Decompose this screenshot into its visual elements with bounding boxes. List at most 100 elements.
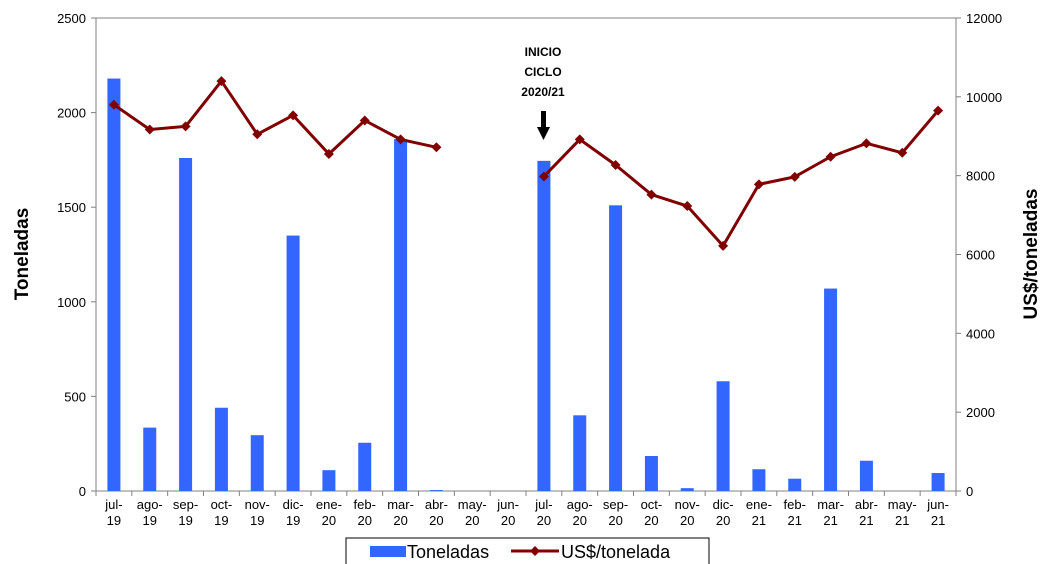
price-point xyxy=(753,179,764,190)
price-point xyxy=(323,148,334,159)
x-tick-label-year: 20 xyxy=(644,513,658,528)
price-point xyxy=(288,110,299,121)
price-point xyxy=(538,171,549,182)
x-tick-label-month: sep- xyxy=(173,497,198,512)
right-axis-ticks: 0 2000 4000 6000 8000 10000 12000 xyxy=(956,11,1002,499)
price-line xyxy=(542,109,940,248)
bar xyxy=(322,470,336,491)
bar xyxy=(214,407,228,491)
left-tick-label: 1000 xyxy=(57,295,86,310)
x-tick-label-year: 21 xyxy=(823,513,837,528)
x-axis-labels: jul-19ago-19sep-19oct-19nov-19dic-19ene-… xyxy=(95,491,957,528)
bar xyxy=(537,160,551,491)
bar xyxy=(680,488,694,491)
price-point xyxy=(718,240,729,251)
price-point xyxy=(825,151,836,162)
left-axis-ticks: 0 500 1000 1500 2000 2500 xyxy=(57,11,96,499)
x-tick-label-year: 20 xyxy=(537,513,551,528)
right-tick-label: 4000 xyxy=(966,326,995,341)
x-tick-label-month: abr- xyxy=(855,497,878,512)
x-tick-label-month: oct- xyxy=(211,497,233,512)
price-point xyxy=(646,189,657,200)
legend: Toneladas US$/tonelada xyxy=(345,537,710,564)
x-tick-label-year: 20 xyxy=(501,513,515,528)
bar xyxy=(358,442,372,491)
bar xyxy=(931,473,945,491)
x-tick-label-month: jun- xyxy=(926,497,949,512)
x-tick-label-month: may- xyxy=(458,497,487,512)
right-tick-label: 0 xyxy=(966,484,973,499)
bar xyxy=(107,78,121,491)
right-tick-label: 8000 xyxy=(966,169,995,184)
price-point xyxy=(933,105,944,116)
down-arrow-icon xyxy=(537,111,550,140)
y2-axis-title: US$/toneladas xyxy=(1021,189,1042,320)
x-tick-label-year: 19 xyxy=(250,513,264,528)
x-tick-label-year: 21 xyxy=(752,513,766,528)
left-tick-label: 0 xyxy=(79,484,86,499)
legend-label-price: US$/tonelada xyxy=(561,542,671,562)
x-tick-label-month: nov- xyxy=(245,497,270,512)
line-series xyxy=(108,76,944,251)
x-tick-label-year: 20 xyxy=(608,513,622,528)
price-point xyxy=(897,147,908,158)
x-tick-label-year: 20 xyxy=(465,513,479,528)
x-tick-label-month: jul- xyxy=(534,497,552,512)
bar xyxy=(429,490,443,491)
price-point xyxy=(395,134,406,145)
x-tick-label-month: feb- xyxy=(354,497,376,512)
x-tick-label-month: ago- xyxy=(567,497,593,512)
right-tick-label: 6000 xyxy=(966,248,995,263)
x-tick-label-year: 20 xyxy=(429,513,443,528)
left-tick-label: 2000 xyxy=(57,106,86,121)
price-point xyxy=(610,160,621,171)
x-tick-label-year: 21 xyxy=(931,513,945,528)
bar xyxy=(788,478,802,491)
legend-label-toneladas: Toneladas xyxy=(407,542,489,562)
x-tick-label-month: mar- xyxy=(817,497,844,512)
x-tick-label-year: 19 xyxy=(286,513,300,528)
price-point xyxy=(431,142,442,153)
bar xyxy=(573,415,587,491)
x-tick-label-month: sep- xyxy=(603,497,628,512)
legend-swatch-toneladas xyxy=(370,546,406,557)
bar xyxy=(179,158,193,491)
x-tick-label-year: 19 xyxy=(178,513,192,528)
x-tick-label-year: 21 xyxy=(788,513,802,528)
bar xyxy=(250,435,264,491)
x-tick-label-year: 20 xyxy=(393,513,407,528)
x-tick-label-month: dic- xyxy=(713,497,734,512)
x-tick-label-month: nov- xyxy=(675,497,700,512)
right-tick-label: 12000 xyxy=(966,11,1002,26)
bar xyxy=(609,205,623,492)
x-tick-label-year: 20 xyxy=(322,513,336,528)
x-tick-label-month: ago- xyxy=(137,497,163,512)
bar-series xyxy=(107,78,945,492)
bar xyxy=(286,235,300,491)
annotation-line-2: CICLO xyxy=(524,65,561,79)
annotation-line-3: 2020/21 xyxy=(521,85,565,99)
bar xyxy=(394,139,408,491)
x-tick-label-year: 19 xyxy=(143,513,157,528)
x-tick-label-year: 20 xyxy=(358,513,372,528)
bar xyxy=(752,469,766,491)
x-tick-label-month: feb- xyxy=(784,497,806,512)
x-tick-label-year: 20 xyxy=(573,513,587,528)
price-point xyxy=(359,115,370,126)
x-tick-label-month: ene- xyxy=(746,497,772,512)
x-tick-label-month: jun- xyxy=(496,497,519,512)
x-tick-label-month: dic- xyxy=(283,497,304,512)
x-tick-label-year: 20 xyxy=(716,513,730,528)
legend-swatch-price-marker xyxy=(530,546,540,556)
price-point xyxy=(574,134,585,145)
x-tick-label-year: 19 xyxy=(214,513,228,528)
price-point xyxy=(216,76,227,87)
bar xyxy=(143,427,157,491)
bar xyxy=(644,455,658,491)
x-tick-label-year: 19 xyxy=(107,513,121,528)
left-tick-label: 500 xyxy=(64,389,86,404)
y-axis-title: Toneladas xyxy=(12,208,33,301)
bar xyxy=(716,381,730,491)
bar xyxy=(824,288,838,491)
annotation-line-1: INICIO xyxy=(525,45,562,59)
